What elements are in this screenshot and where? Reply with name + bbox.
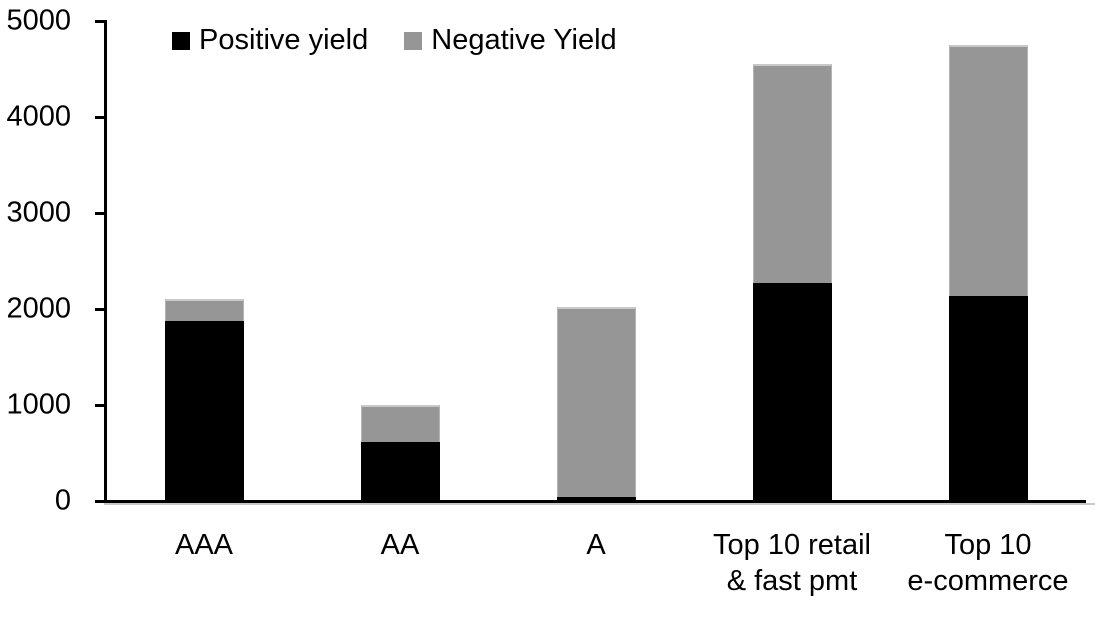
x-axis-shadow-line: [104, 503, 1095, 505]
y-axis-line: [104, 20, 107, 503]
bar-segment-positive: [948, 295, 1028, 501]
legend-label-negative-yield: Negative Yield: [431, 24, 617, 56]
y-axis-tick: [95, 499, 106, 503]
y-axis-tick-label: 5000: [6, 4, 71, 37]
bar-segment-negative: [752, 64, 832, 284]
x-axis-category-label: Top 10 retail & fast pmt: [713, 529, 871, 597]
bar-segment-positive: [556, 497, 636, 501]
y-axis-tick-label: 1000: [6, 388, 71, 421]
y-axis-tick: [95, 307, 106, 311]
legend-label-positive-yield: Positive yield: [199, 24, 369, 56]
x-axis-category-label: A: [586, 529, 606, 561]
legend-item-negative-yield: Negative Yield: [404, 24, 617, 57]
y-axis-tick-label: 3000: [6, 196, 71, 229]
legend: Positive yield Negative Yield: [172, 24, 617, 57]
x-axis-category-label: Top 10 e-commerce: [907, 529, 1069, 597]
y-axis-tick-label: 2000: [6, 292, 71, 325]
bar-segment-negative: [556, 307, 636, 498]
y-axis-tick: [95, 211, 106, 215]
bar-segment-positive: [752, 283, 832, 501]
y-axis-tick-label: 0: [54, 484, 71, 517]
bar-segment-positive: [360, 442, 440, 501]
legend-item-positive-yield: Positive yield: [172, 24, 368, 57]
x-axis-category-label: AA: [380, 529, 420, 561]
negative-yield-swatch-icon: [404, 31, 423, 50]
bar-segment-negative: [360, 405, 440, 443]
bar-segment-negative: [164, 299, 244, 321]
x-axis-category-label: AAA: [174, 529, 234, 561]
positive-yield-swatch-icon: [172, 31, 190, 50]
y-axis-tick: [95, 115, 106, 119]
bar-segment-negative: [948, 45, 1028, 296]
y-axis-tick: [95, 403, 106, 407]
x-axis-line: [104, 500, 1086, 503]
y-axis-tick: [95, 19, 106, 23]
bar-segment-positive: [164, 320, 244, 501]
y-axis-tick-label: 4000: [6, 100, 71, 133]
